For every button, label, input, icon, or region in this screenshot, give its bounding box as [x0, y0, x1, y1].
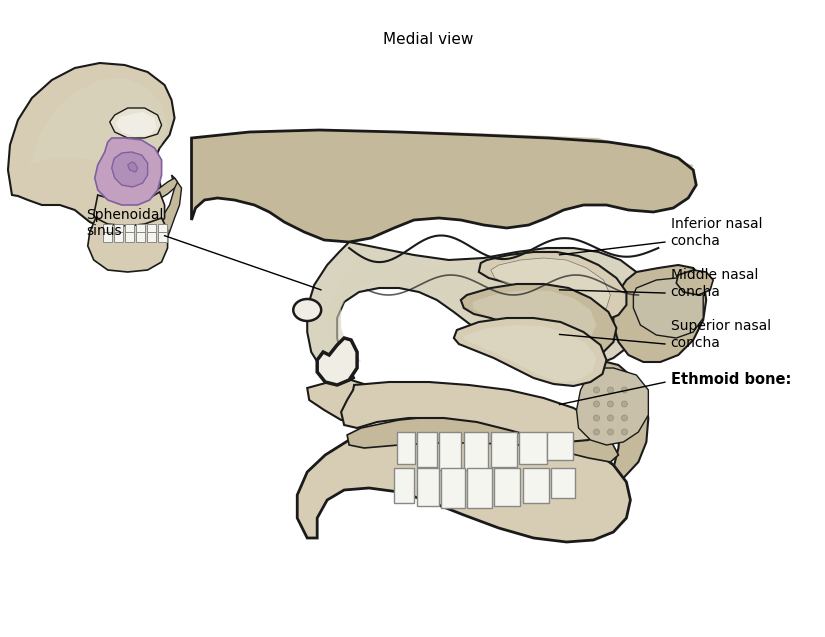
Polygon shape: [577, 368, 648, 445]
Polygon shape: [162, 175, 182, 245]
Polygon shape: [394, 468, 414, 503]
Polygon shape: [158, 232, 167, 242]
Polygon shape: [467, 468, 492, 508]
Polygon shape: [95, 138, 162, 205]
Polygon shape: [461, 284, 616, 356]
Polygon shape: [634, 278, 703, 338]
Polygon shape: [87, 218, 167, 272]
Polygon shape: [125, 232, 134, 242]
Polygon shape: [307, 380, 381, 422]
Polygon shape: [103, 232, 111, 242]
Circle shape: [621, 387, 627, 393]
Polygon shape: [135, 232, 144, 242]
Polygon shape: [596, 362, 648, 478]
Polygon shape: [191, 130, 696, 242]
Circle shape: [593, 429, 600, 435]
Polygon shape: [454, 318, 606, 386]
Circle shape: [621, 429, 627, 435]
Circle shape: [593, 415, 600, 421]
Polygon shape: [417, 468, 439, 506]
Circle shape: [621, 401, 627, 407]
Polygon shape: [152, 178, 177, 200]
Polygon shape: [307, 242, 648, 382]
Polygon shape: [128, 162, 138, 172]
Text: Middle nasal
concha: Middle nasal concha: [671, 268, 758, 299]
Ellipse shape: [293, 299, 321, 321]
Polygon shape: [94, 192, 164, 233]
Polygon shape: [473, 290, 596, 347]
Polygon shape: [547, 432, 573, 460]
Polygon shape: [441, 468, 464, 508]
Polygon shape: [550, 468, 574, 498]
Polygon shape: [114, 224, 123, 233]
Polygon shape: [493, 468, 520, 506]
Text: Superior nasal
concha: Superior nasal concha: [671, 319, 771, 350]
Polygon shape: [30, 78, 167, 165]
Polygon shape: [347, 415, 619, 462]
Polygon shape: [464, 325, 596, 382]
Polygon shape: [397, 432, 415, 464]
Polygon shape: [103, 224, 111, 231]
Polygon shape: [147, 224, 156, 233]
Circle shape: [607, 401, 614, 407]
Polygon shape: [491, 258, 610, 315]
Text: Inferior nasal
concha: Inferior nasal concha: [671, 217, 762, 248]
Polygon shape: [297, 426, 630, 542]
Polygon shape: [478, 252, 626, 320]
Circle shape: [607, 429, 614, 435]
Circle shape: [607, 415, 614, 421]
Polygon shape: [317, 338, 357, 385]
Polygon shape: [110, 108, 162, 138]
Text: Ethmoid bone:: Ethmoid bone:: [671, 371, 791, 387]
Polygon shape: [341, 382, 598, 442]
Polygon shape: [519, 432, 547, 464]
Polygon shape: [464, 432, 488, 470]
Polygon shape: [491, 432, 516, 467]
Text: Medial view: Medial view: [383, 32, 473, 47]
Polygon shape: [439, 432, 461, 470]
Polygon shape: [676, 270, 713, 295]
Polygon shape: [114, 232, 123, 242]
Text: Sphenoidal
sinus: Sphenoidal sinus: [87, 208, 164, 238]
Circle shape: [593, 387, 600, 393]
Circle shape: [621, 415, 627, 421]
Polygon shape: [329, 258, 591, 362]
Circle shape: [593, 401, 600, 407]
Circle shape: [607, 387, 614, 393]
Polygon shape: [147, 232, 156, 242]
Polygon shape: [111, 152, 148, 187]
Polygon shape: [191, 130, 693, 200]
Polygon shape: [135, 224, 144, 234]
Polygon shape: [614, 265, 706, 362]
Polygon shape: [523, 468, 549, 503]
Polygon shape: [116, 112, 157, 137]
Polygon shape: [8, 63, 175, 232]
Polygon shape: [158, 224, 167, 231]
Polygon shape: [125, 224, 134, 234]
Polygon shape: [417, 432, 437, 467]
